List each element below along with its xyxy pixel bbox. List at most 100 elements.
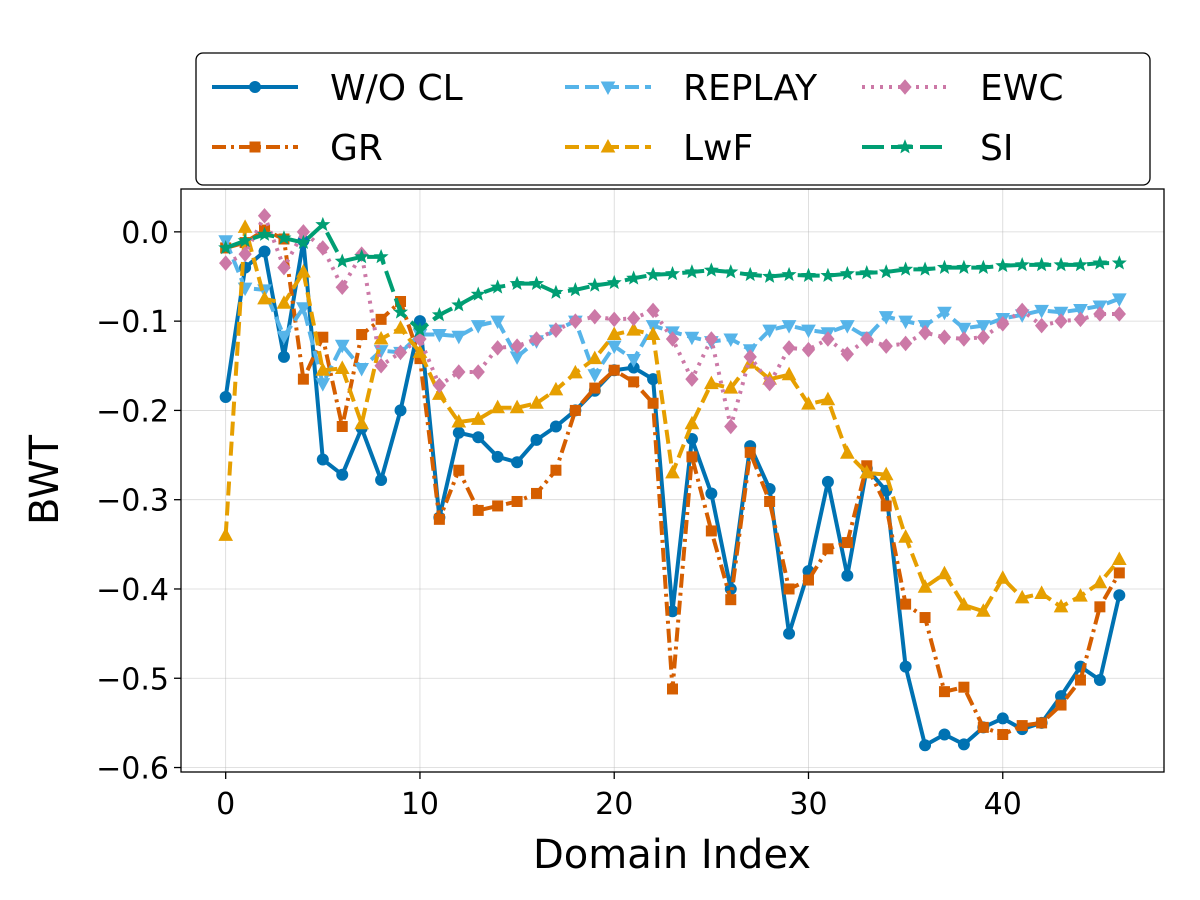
data-point-replay [451,330,467,345]
data-point-lwf [1111,551,1127,566]
data-point-ewc [432,377,447,394]
data-point-si [878,264,894,279]
x-axis-ticks: 0 10 20 30 40 [216,772,1022,822]
data-point-lwf [412,344,428,358]
series-line-ewc [224,213,1120,429]
data-point-replay [956,322,972,337]
data-point-ewc [607,311,621,328]
data-point-ewc [918,324,932,341]
legend-label: REPLAY [683,68,818,109]
series-ewc [219,208,1126,435]
data-point-si [1072,257,1088,272]
legend-item-replay: REPLAY [565,68,818,109]
legend-item-w-o-cl: W/O CL [212,68,463,109]
data-point-w-o-cl [336,468,349,481]
x-tick-label: 0 [216,787,235,822]
data-point-w-o-cl [491,450,504,463]
data-point-si [587,277,603,292]
data-point-gr [336,420,348,432]
data-point-w-o-cl [957,738,970,751]
data-point-replay [1053,306,1069,321]
data-point-replay [490,315,505,330]
data-point-si [490,279,506,294]
data-point-lwf [490,399,505,414]
data-point-lwf [529,395,544,409]
data-point-si [703,262,719,277]
data-point-gr [492,500,504,512]
data-point-lwf [840,445,855,459]
data-point-gr [938,686,950,698]
data-point-gr [900,598,912,610]
data-point-si [276,230,292,245]
data-point-lwf [937,565,952,580]
data-point-lwf [237,219,253,233]
data-point-replay [975,320,991,334]
data-point-lwf [315,362,331,376]
x-tick-label: 40 [984,787,1022,822]
data-point-si [509,275,525,291]
legend-item-lwf: LwF [565,128,753,169]
data-point-lwf [859,464,875,479]
data-point-gr [725,594,737,606]
data-point-replay [587,369,603,383]
data-point-lwf [645,326,661,341]
data-point-si [781,266,797,282]
data-point-ewc [724,418,738,435]
data-point-replay [878,311,894,325]
data-point-si [800,267,816,282]
legend-marker [898,79,912,95]
data-point-lwf [451,413,467,428]
data-point-w-o-cl [899,660,912,673]
data-point-gr [977,721,989,733]
data-point-si [1053,257,1069,272]
data-point-si [257,226,273,241]
data-point-gr [550,464,562,476]
data-point-si [742,266,758,282]
data-point-si [1034,257,1050,272]
data-point-replay [334,339,350,354]
series-layer [218,208,1127,752]
data-point-replay [1073,304,1088,318]
data-point-si [917,261,933,276]
data-point-ewc [762,375,777,392]
data-point-ewc [879,338,893,354]
data-point-lwf [995,570,1011,584]
data-point-replay [296,302,311,316]
data-point-replay [898,315,913,330]
data-point-ewc [219,255,233,271]
data-point-ewc [646,302,660,319]
data-point-gr [686,451,698,463]
x-tick-label: 10 [401,787,439,822]
data-point-lwf [432,386,447,400]
data-point-si [626,270,642,285]
data-point-lwf [393,320,408,334]
data-point-gr [569,404,581,416]
legend-item-gr: GR [212,128,383,169]
series-gr [220,224,1125,741]
data-point-ewc [529,331,544,347]
data-point-lwf [606,326,622,341]
data-point-gr [1016,720,1028,732]
data-point-ewc [665,331,680,347]
y-tick-label: 0.0 [121,216,169,251]
data-point-ewc [490,340,505,356]
data-point-lwf [878,466,894,481]
legend-label: GR [330,128,383,169]
series-lwf [218,219,1127,617]
data-point-si [859,265,875,280]
y-tick-label: −0.6 [96,752,169,787]
data-point-ewc [801,341,816,358]
legend-label: LwF [683,128,753,169]
data-point-lwf [898,529,913,543]
y-tick-label: −0.4 [96,573,169,608]
legend-marker [897,139,913,154]
data-point-si [723,264,739,279]
data-point-gr [297,373,309,385]
data-point-w-o-cl [919,739,932,752]
y-tick-label: −0.1 [96,305,169,340]
legend-label: SI [980,128,1013,169]
data-point-si [548,284,564,299]
data-point-lwf [296,263,311,278]
data-point-lwf [509,399,525,414]
